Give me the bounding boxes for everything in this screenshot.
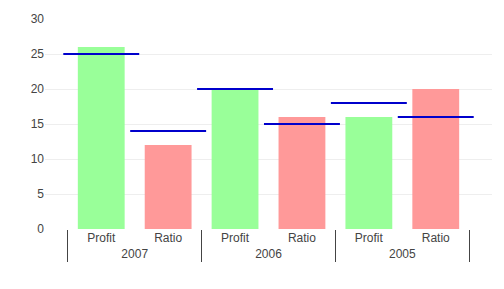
svg-text:2007: 2007 xyxy=(121,247,148,261)
svg-text:Ratio: Ratio xyxy=(154,231,182,245)
svg-text:Ratio: Ratio xyxy=(288,231,316,245)
svg-text:2006: 2006 xyxy=(255,247,282,261)
svg-text:0: 0 xyxy=(37,222,44,236)
svg-text:5: 5 xyxy=(37,187,44,201)
svg-text:10: 10 xyxy=(31,152,45,166)
svg-text:2005: 2005 xyxy=(389,247,416,261)
svg-text:30: 30 xyxy=(31,12,45,26)
svg-text:20: 20 xyxy=(31,82,45,96)
svg-text:Profit: Profit xyxy=(87,231,116,245)
svg-text:Profit: Profit xyxy=(221,231,250,245)
svg-text:15: 15 xyxy=(31,117,45,131)
svg-text:Profit: Profit xyxy=(355,231,384,245)
svg-text:Ratio: Ratio xyxy=(422,231,450,245)
svg-text:25: 25 xyxy=(31,47,45,61)
